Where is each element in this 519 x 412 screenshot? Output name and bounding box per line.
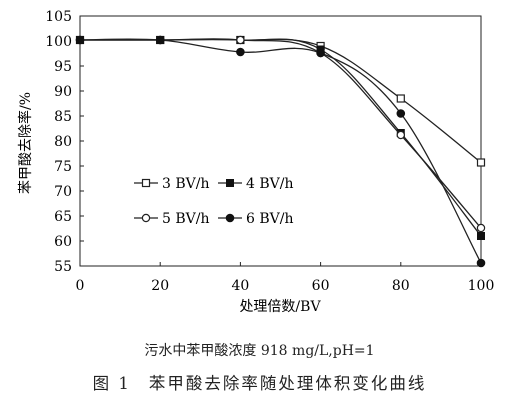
y-tick-label: 70: [54, 184, 72, 200]
legend-marker: [226, 179, 234, 187]
x-tick-label: 20: [151, 278, 169, 294]
data-point: [396, 94, 405, 103]
chart-note: 污水中苯甲酸浓度 918 mg/L,pH=1: [144, 343, 375, 359]
legend-item: 4 BV/h: [218, 176, 294, 192]
legend-item: 3 BV/h: [134, 176, 210, 192]
legend-marker: [141, 213, 151, 223]
legend-marker: [141, 178, 151, 188]
y-tick-label: 65: [54, 209, 72, 225]
series-layer: [75, 35, 486, 268]
data-point: [316, 48, 325, 58]
y-tick-label: 95: [54, 59, 72, 75]
series-line: [79, 38, 482, 264]
series-line: [79, 38, 482, 237]
data-point: [236, 47, 245, 57]
series-6bv-h: [75, 35, 486, 268]
x-tick-label: 40: [231, 278, 249, 294]
data-point: [155, 35, 165, 45]
data-point: [75, 35, 85, 45]
y-tick-label: 105: [45, 9, 72, 25]
figure-title: 苯甲酸去除率随处理体积变化曲线: [148, 374, 427, 393]
x-tick-label: 0: [76, 278, 85, 294]
line-chart: 55 60 65 70 75 80 85 90 95 100 105 0 20 40 60 80 100 3 B…: [17, 9, 494, 315]
y-tick-label: 75: [54, 159, 72, 175]
data-point: [476, 223, 486, 233]
y-tick-label: 90: [54, 84, 72, 100]
chart-legend: 3 BV/h 4 BV/h 5 BV/h 6 BV/h: [134, 176, 294, 227]
data-point: [236, 35, 245, 45]
y-tick-label: 85: [54, 109, 72, 125]
plot-frame: [79, 15, 482, 267]
legend-label: 3 BV/h: [162, 176, 210, 192]
data-point: [396, 109, 406, 118]
x-tick-label: 100: [468, 278, 495, 294]
data-point: [477, 232, 485, 240]
legend-label: 5 BV/h: [162, 211, 210, 227]
series-4bv-h: [76, 36, 485, 240]
series-5bv-h: [75, 35, 486, 233]
legend-item: 6 BV/h: [218, 211, 294, 227]
legend-label: 4 BV/h: [246, 176, 294, 192]
data-point: [476, 158, 486, 167]
y-tick-label: 100: [45, 34, 72, 50]
y-tick-label: 60: [54, 234, 72, 250]
figure-caption: 图 1 苯甲酸去除率随处理体积变化曲线: [0, 370, 519, 394]
figure-number: 图 1: [92, 374, 131, 393]
series-line: [79, 38, 482, 229]
legend-marker: [225, 213, 235, 223]
x-tick-label: 80: [392, 278, 410, 294]
x-axis-label: 处理倍数/BV: [239, 299, 321, 315]
plot-axes: [79, 15, 482, 267]
series-3bv-h: [75, 35, 486, 167]
x-tick-label: 60: [312, 278, 330, 294]
y-tick-label: 80: [54, 134, 72, 150]
data-point: [476, 258, 486, 268]
y-tick-label: 55: [54, 259, 72, 275]
legend-label: 6 BV/h: [246, 211, 294, 227]
legend-item: 5 BV/h: [134, 211, 210, 227]
data-point: [396, 130, 405, 140]
axis-ticks: 55 60 65 70 75 80 85 90 95 100 105 0 20 40 60 80 100: [45, 9, 494, 294]
y-axis-label: 苯甲酸去除率/%: [17, 92, 34, 194]
